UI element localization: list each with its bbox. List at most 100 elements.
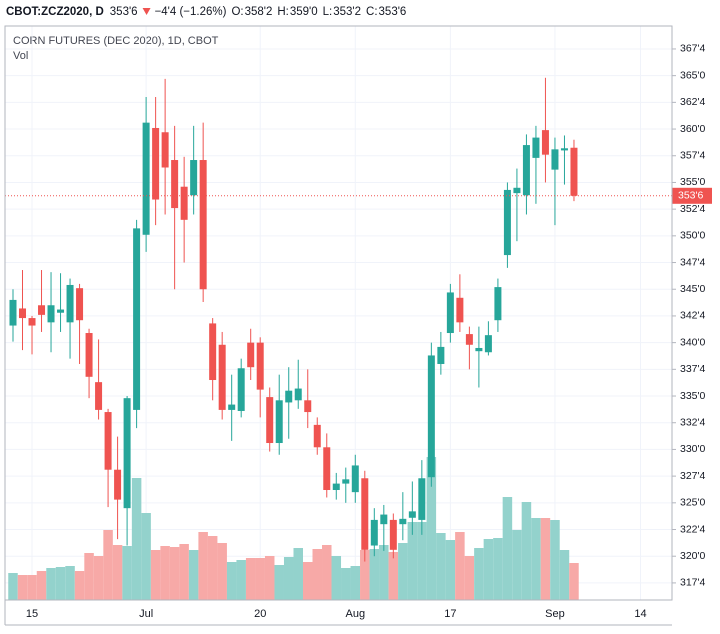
volume-bar bbox=[540, 518, 551, 600]
volume-bar bbox=[436, 533, 446, 600]
volume-bar bbox=[550, 520, 560, 600]
candle-body bbox=[475, 347, 483, 352]
candle-body bbox=[446, 292, 454, 334]
candle-body bbox=[171, 160, 179, 209]
candle-body bbox=[123, 398, 131, 509]
header: CBOT:ZCZ2020, D 353'6 −4'4 (−1.26%) O: 358'… bbox=[6, 6, 406, 18]
volume-bar bbox=[245, 558, 256, 600]
volume-bar bbox=[112, 545, 123, 600]
ohlc-label: C: bbox=[366, 6, 378, 18]
candle-body bbox=[9, 299, 17, 326]
volume-bar bbox=[474, 548, 484, 600]
y-tick-label: 367'4 bbox=[680, 43, 706, 55]
y-tick-label: 337'4 bbox=[680, 363, 706, 375]
y-tick-label: 355'0 bbox=[680, 176, 706, 188]
y-tick-label: 335'0 bbox=[680, 390, 706, 402]
y-tick-label: 332'4 bbox=[680, 417, 706, 429]
volume-bar bbox=[483, 539, 494, 600]
candle-body bbox=[266, 397, 274, 444]
volume-bar bbox=[46, 568, 56, 600]
candle-body bbox=[38, 305, 46, 315]
volume-bar bbox=[283, 557, 294, 600]
volume-bar bbox=[179, 544, 189, 600]
y-tick-label: 320'0 bbox=[680, 550, 706, 562]
candle-body bbox=[161, 132, 169, 168]
x-tick-label: Sep bbox=[545, 608, 565, 620]
x-tick-label: 20 bbox=[254, 608, 266, 620]
candle-body bbox=[456, 297, 464, 323]
y-tick-label: 330'0 bbox=[680, 443, 706, 455]
volume-bar bbox=[236, 560, 246, 600]
candle-body bbox=[19, 308, 27, 319]
candle-body bbox=[570, 147, 578, 196]
candle-body bbox=[551, 149, 559, 170]
volume-bar bbox=[160, 546, 170, 600]
y-tick-label: 350'0 bbox=[680, 230, 706, 242]
volume-bar bbox=[350, 566, 361, 600]
x-tick-label: 15 bbox=[26, 608, 38, 620]
candle-body bbox=[342, 479, 350, 484]
chart-title: CORN FUTURES (DEC 2020), 1D, CBOT bbox=[13, 35, 219, 47]
volume-bar bbox=[398, 543, 408, 600]
candle-body bbox=[190, 160, 198, 196]
candle-body bbox=[152, 127, 160, 200]
ohlc-label: L: bbox=[323, 6, 333, 18]
candle-body bbox=[304, 400, 312, 413]
volume-bar bbox=[55, 567, 66, 600]
volume-bar bbox=[131, 478, 142, 600]
candle-body bbox=[513, 187, 521, 194]
candle-body bbox=[522, 145, 530, 196]
candle-body bbox=[275, 400, 283, 444]
candle-body bbox=[541, 130, 549, 155]
volume-bar bbox=[198, 532, 208, 600]
volume-bar bbox=[407, 522, 418, 600]
candle-body bbox=[95, 382, 103, 410]
candle-body bbox=[228, 404, 236, 410]
volume-bar bbox=[322, 545, 332, 600]
volume-bar bbox=[255, 558, 265, 600]
volume-bar bbox=[169, 547, 180, 600]
candle-body bbox=[47, 305, 55, 323]
volume-bar bbox=[207, 536, 218, 600]
volume-bar bbox=[455, 532, 465, 600]
volume-bar bbox=[122, 546, 132, 600]
volume-bar bbox=[27, 575, 37, 600]
volume-bar bbox=[417, 522, 427, 600]
volume-bar bbox=[74, 571, 85, 600]
y-tick-label: 340'0 bbox=[680, 336, 706, 348]
volume-label: Vol bbox=[13, 50, 28, 62]
candle-body bbox=[361, 478, 369, 550]
candle-body bbox=[399, 518, 407, 525]
ohlc-value: 353'6 bbox=[379, 6, 407, 18]
candle-body bbox=[285, 390, 293, 403]
volume-bar bbox=[569, 563, 579, 600]
volume-bar bbox=[141, 513, 151, 600]
candle-body bbox=[560, 148, 568, 151]
volume-bar bbox=[274, 565, 284, 600]
y-tick-label: 342'4 bbox=[680, 310, 706, 322]
candle-body bbox=[28, 318, 36, 326]
y-tick-label: 345'0 bbox=[680, 283, 706, 295]
y-tick-label: 360'0 bbox=[680, 123, 706, 135]
y-tick-label: 352'4 bbox=[680, 203, 706, 215]
volume-bar bbox=[388, 552, 399, 600]
y-tick-label: 322'4 bbox=[680, 523, 706, 535]
volume-bar bbox=[369, 549, 380, 600]
ohlc-value: 358'2 bbox=[245, 6, 273, 18]
volume-bar bbox=[493, 538, 503, 600]
candle-body bbox=[218, 344, 226, 410]
candle-body bbox=[256, 342, 264, 390]
volume-bar bbox=[293, 548, 303, 600]
volume-bar bbox=[559, 550, 570, 600]
volume-bar bbox=[502, 497, 513, 600]
volume-bar bbox=[36, 571, 47, 600]
candle-body bbox=[484, 335, 492, 353]
volume-bar bbox=[226, 562, 237, 600]
y-tick-label: 317'4 bbox=[680, 577, 706, 589]
volume-bar bbox=[302, 562, 313, 600]
volume-bar bbox=[93, 556, 104, 600]
candle-body bbox=[142, 122, 150, 235]
ohlc-label: O: bbox=[231, 6, 243, 18]
candle-body bbox=[76, 288, 84, 321]
candle-body bbox=[503, 189, 511, 256]
